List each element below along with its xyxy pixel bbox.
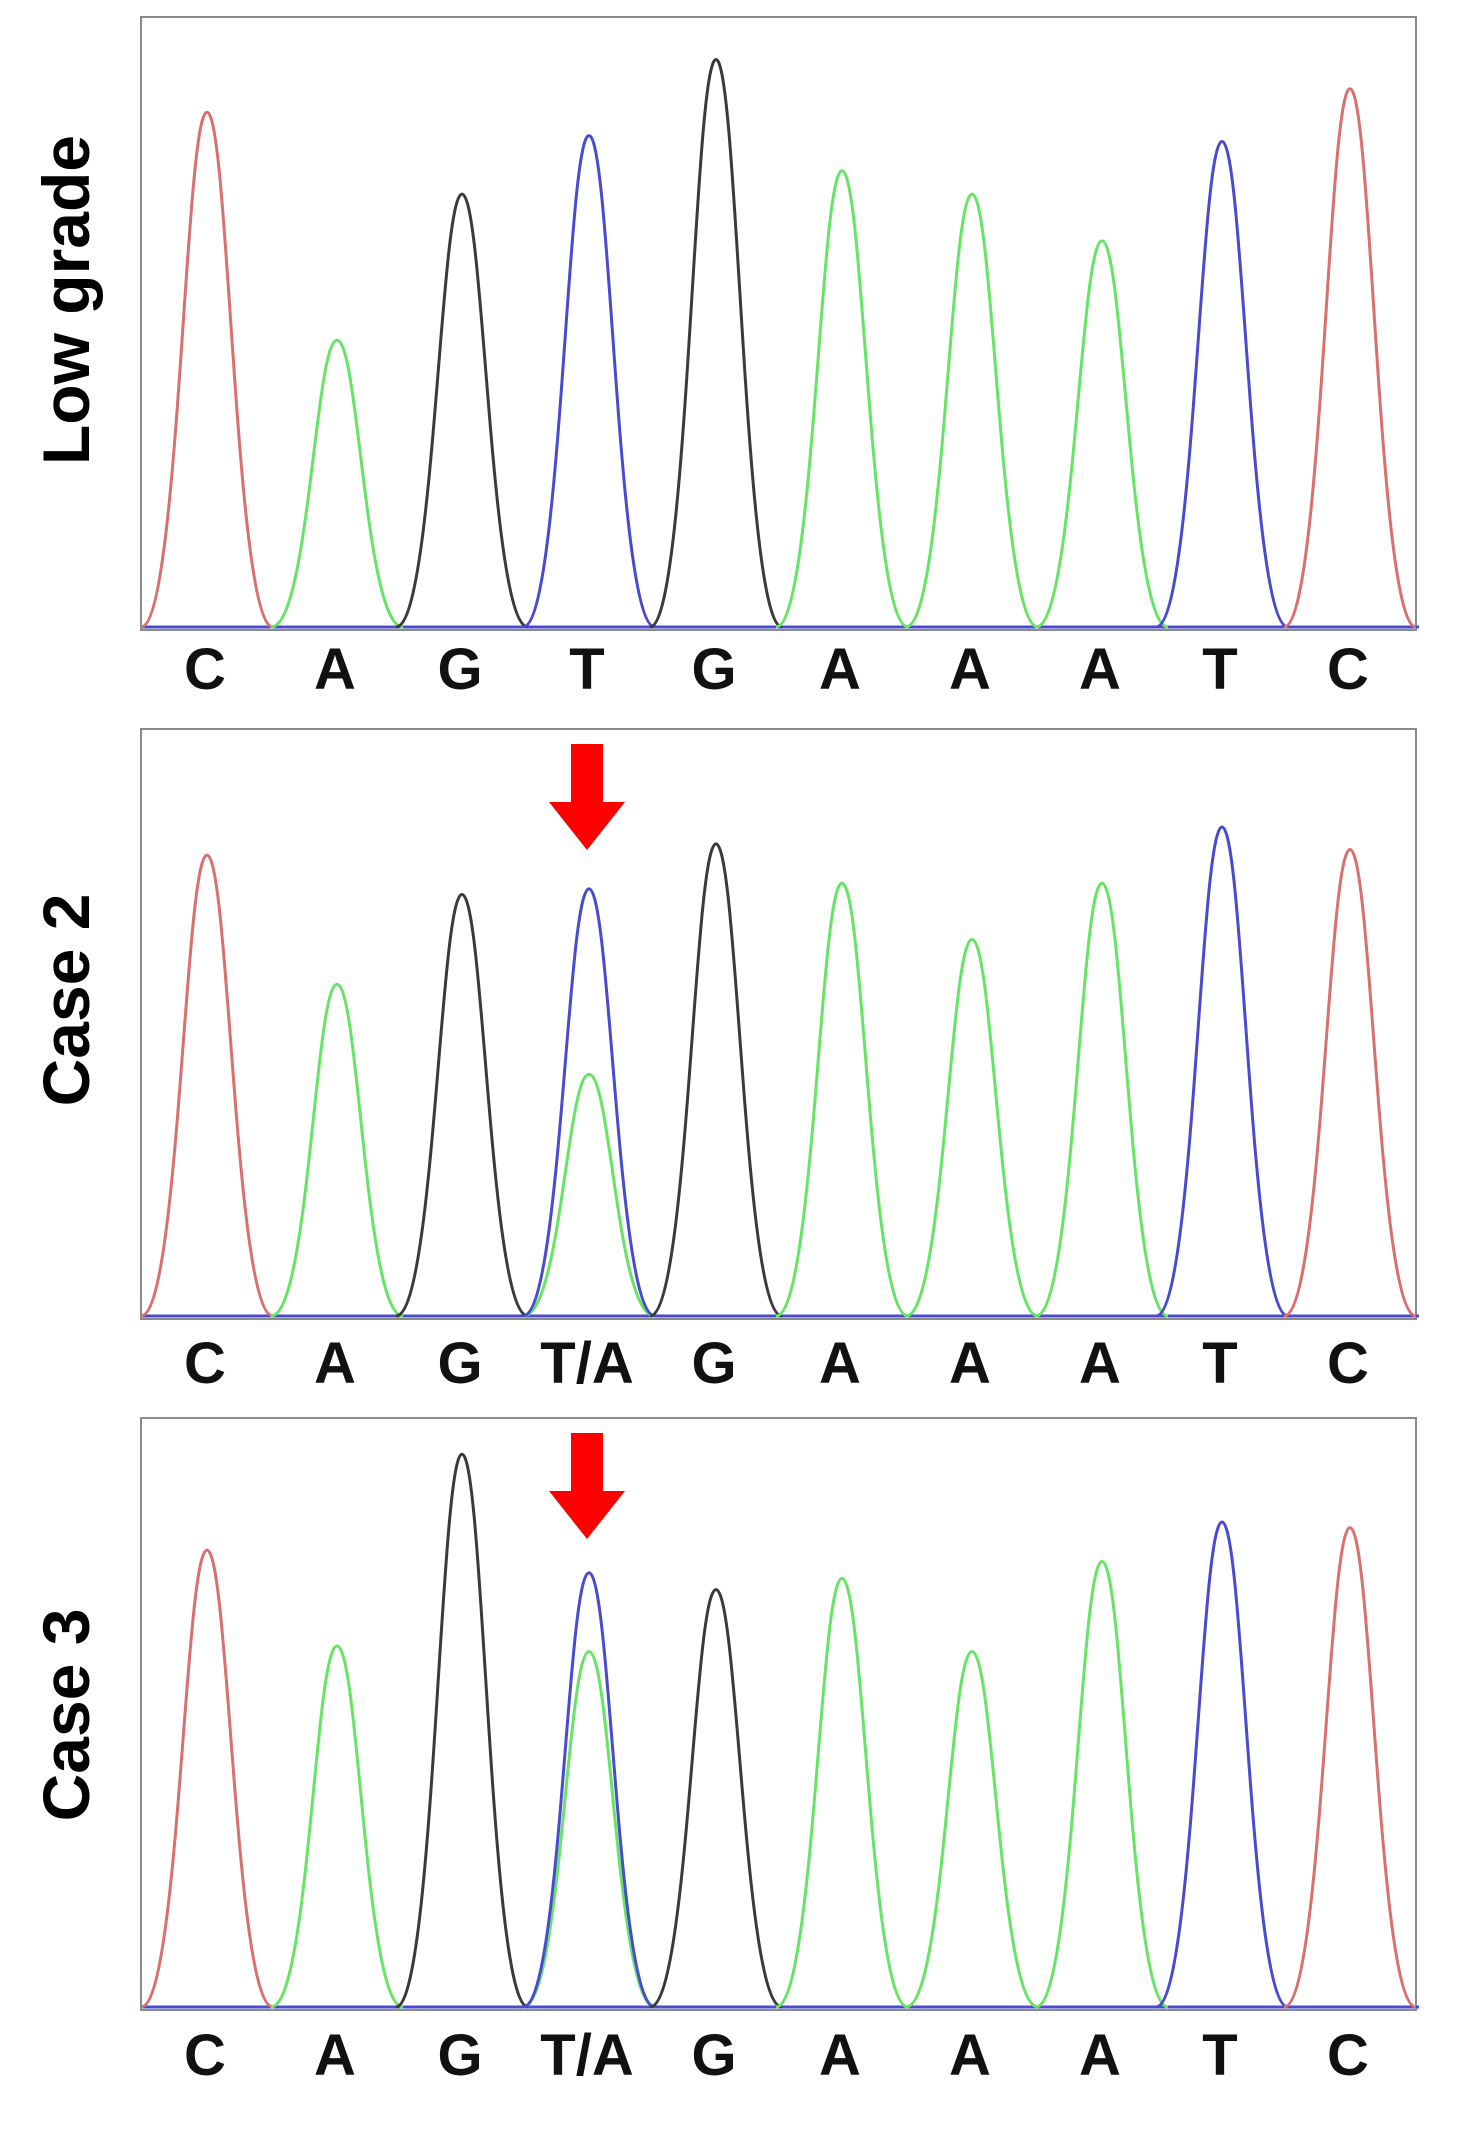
chromatogram-traces xyxy=(142,58,1419,629)
base-call: A xyxy=(819,1331,861,1396)
base-call: A xyxy=(949,637,991,702)
base-call: T/A xyxy=(540,2023,634,2088)
peak-A xyxy=(905,1650,1039,2009)
peak-A xyxy=(270,982,404,1318)
base-call: T xyxy=(569,637,605,702)
peak-C xyxy=(1283,1526,1417,2009)
peak-A xyxy=(1035,1559,1169,2009)
base-call: A xyxy=(1079,637,1121,702)
base-call: C xyxy=(184,1331,226,1396)
base-call: C xyxy=(1327,2023,1369,2088)
base-call: C xyxy=(1327,637,1369,702)
peak-T xyxy=(1155,139,1289,629)
base-call: G xyxy=(437,637,483,702)
base-call: A xyxy=(819,637,861,702)
base-call: A xyxy=(949,1331,991,1396)
peak-G xyxy=(649,842,783,1318)
peak-T xyxy=(522,887,656,1318)
peak-A xyxy=(270,338,404,629)
peak-A xyxy=(775,881,909,1318)
peak-A xyxy=(775,1576,909,2009)
peak-A xyxy=(1035,239,1169,629)
base-call: A xyxy=(949,2023,991,2088)
peak-C xyxy=(1283,87,1417,629)
peak-A xyxy=(1035,881,1169,1318)
peak-A xyxy=(270,1644,404,2009)
panel-label: Case 3 xyxy=(29,1608,103,1822)
panel-label: Case 2 xyxy=(29,893,103,1107)
peak-A-secondary xyxy=(522,1650,656,2009)
base-call: A xyxy=(314,637,356,702)
base-call: T xyxy=(1202,637,1238,702)
peak-T xyxy=(522,1571,656,2009)
base-call: T xyxy=(1202,1331,1238,1396)
peak-G xyxy=(395,892,529,1318)
chromatogram-traces xyxy=(142,825,1419,1318)
base-call: G xyxy=(691,1331,737,1396)
peak-G xyxy=(649,1588,783,2009)
chromatogram-frame xyxy=(140,728,1419,1320)
peak-C xyxy=(1283,848,1417,1318)
peak-G xyxy=(395,192,529,629)
base-call: A xyxy=(1079,1331,1121,1396)
base-call: G xyxy=(437,1331,483,1396)
peak-A xyxy=(905,937,1039,1318)
chromatogram-frame xyxy=(140,16,1419,631)
base-call: T xyxy=(1202,2023,1238,2088)
base-call: A xyxy=(314,2023,356,2088)
peak-G xyxy=(649,58,783,629)
peak-T xyxy=(1155,825,1289,1318)
base-call: A xyxy=(819,2023,861,2088)
peak-C xyxy=(142,853,274,1318)
base-call: G xyxy=(691,637,737,702)
base-call: C xyxy=(184,637,226,702)
base-call: G xyxy=(691,2023,737,2088)
peak-A xyxy=(775,169,909,629)
base-call: C xyxy=(1327,1331,1369,1396)
peak-G xyxy=(395,1452,529,2009)
base-call: T/A xyxy=(540,1331,634,1396)
peak-A-secondary xyxy=(522,1072,656,1318)
base-call: A xyxy=(314,1331,356,1396)
mutation-arrow-icon xyxy=(549,744,625,850)
panel-label: Low grade xyxy=(29,134,103,466)
base-call: A xyxy=(1079,2023,1121,2088)
mutation-arrow-icon xyxy=(549,1433,625,1539)
peak-C xyxy=(142,110,274,629)
peak-T xyxy=(522,134,656,629)
peak-C xyxy=(142,1548,274,2009)
peak-A xyxy=(905,192,1039,629)
peak-T xyxy=(1155,1520,1289,2009)
chromatogram-traces xyxy=(142,1452,1419,2009)
base-call: C xyxy=(184,2023,226,2088)
chromatogram-frame xyxy=(140,1417,1419,2011)
base-call: G xyxy=(437,2023,483,2088)
